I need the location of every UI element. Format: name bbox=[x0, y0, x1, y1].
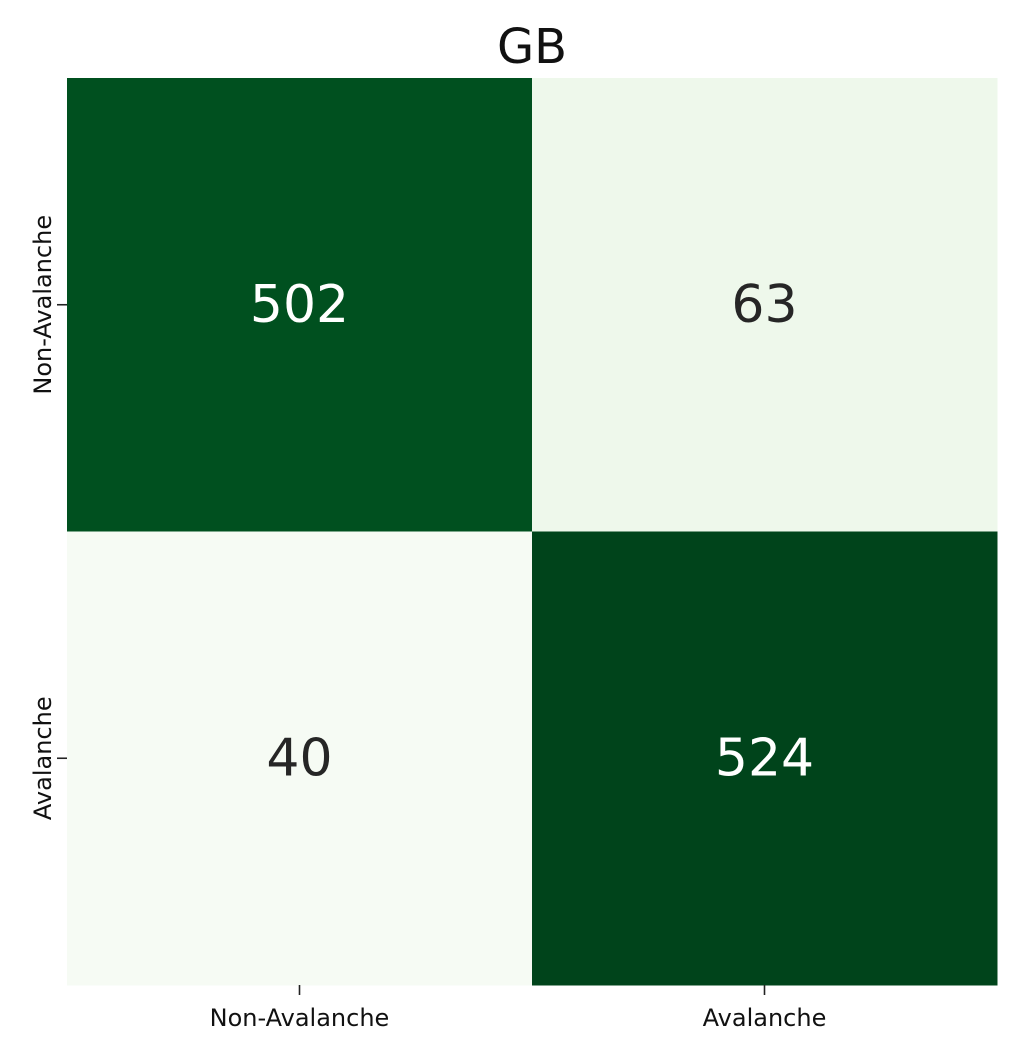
y-tick-label-avalanche: Avalanche bbox=[29, 696, 57, 820]
cell-value-label-r1-c1: 524 bbox=[715, 728, 814, 788]
cell-value-label-r1-c0: 40 bbox=[266, 728, 332, 788]
chart-title: GB bbox=[497, 19, 567, 75]
heatmap-cell-labels: 502 63 40 524 bbox=[250, 275, 814, 789]
x-axis: Non-Avalanche Avalanche bbox=[210, 985, 827, 1032]
x-tick-label-non-avalanche: Non-Avalanche bbox=[210, 1004, 390, 1032]
heatmap-cells bbox=[67, 78, 998, 986]
heatmap-cell-r0-c1 bbox=[532, 78, 998, 532]
heatmap-cell-r1-c0 bbox=[67, 531, 533, 986]
heatmap-cell-r1-c1 bbox=[532, 531, 998, 986]
heatmap-cell-r0-c0 bbox=[67, 78, 533, 532]
cell-value-label-r0-c1: 63 bbox=[731, 275, 797, 335]
cell-value-label-r0-c0: 502 bbox=[250, 275, 349, 335]
x-tick-label-avalanche: Avalanche bbox=[703, 1004, 827, 1032]
y-tick-label-non-avalanche: Non-Avalanche bbox=[29, 215, 57, 395]
y-axis: Non-Avalanche Avalanche bbox=[29, 215, 67, 820]
